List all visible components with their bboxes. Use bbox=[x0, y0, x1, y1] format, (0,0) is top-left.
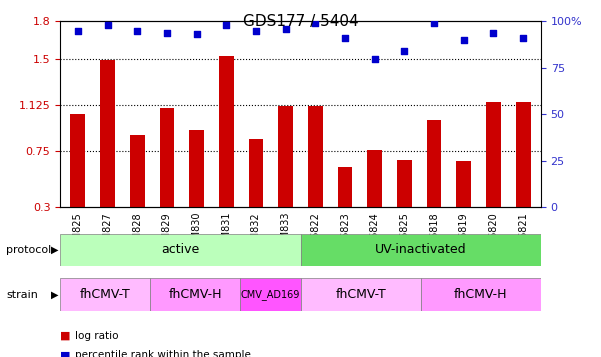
Point bbox=[311, 20, 320, 26]
Bar bbox=[100, 60, 115, 244]
Point bbox=[489, 30, 498, 35]
Bar bbox=[427, 120, 442, 244]
Point bbox=[518, 35, 528, 41]
Point bbox=[103, 22, 112, 28]
Text: percentile rank within the sample: percentile rank within the sample bbox=[75, 350, 251, 357]
Bar bbox=[159, 108, 174, 244]
Point bbox=[281, 26, 290, 32]
Point bbox=[132, 28, 142, 34]
Bar bbox=[338, 167, 352, 244]
Bar bbox=[219, 56, 234, 244]
Bar bbox=[249, 139, 263, 244]
Text: GDS177 / 5404: GDS177 / 5404 bbox=[243, 14, 358, 29]
Text: ▶: ▶ bbox=[51, 245, 58, 255]
Text: ■: ■ bbox=[60, 331, 70, 341]
Text: active: active bbox=[161, 243, 200, 256]
Bar bbox=[278, 106, 293, 244]
Text: ▶: ▶ bbox=[51, 290, 58, 300]
FancyBboxPatch shape bbox=[60, 234, 300, 266]
Text: UV-inactivated: UV-inactivated bbox=[375, 243, 466, 256]
Point bbox=[73, 28, 83, 34]
FancyBboxPatch shape bbox=[150, 278, 240, 311]
Bar bbox=[130, 135, 145, 244]
FancyBboxPatch shape bbox=[300, 234, 541, 266]
Text: fhCMV-T: fhCMV-T bbox=[80, 288, 130, 301]
Bar bbox=[516, 102, 531, 244]
Text: CMV_AD169: CMV_AD169 bbox=[241, 289, 300, 300]
Bar bbox=[367, 150, 382, 244]
Bar bbox=[70, 114, 85, 244]
Bar bbox=[189, 130, 204, 244]
Point bbox=[251, 28, 261, 34]
Text: ■: ■ bbox=[60, 350, 70, 357]
Point bbox=[192, 31, 201, 37]
Point bbox=[459, 37, 469, 43]
FancyBboxPatch shape bbox=[60, 278, 150, 311]
Bar bbox=[456, 161, 471, 244]
Bar bbox=[308, 106, 323, 244]
Bar bbox=[486, 102, 501, 244]
Bar bbox=[397, 160, 412, 244]
FancyBboxPatch shape bbox=[421, 278, 541, 311]
Text: protocol: protocol bbox=[6, 245, 51, 255]
Text: fhCMV-H: fhCMV-H bbox=[454, 288, 508, 301]
FancyBboxPatch shape bbox=[240, 278, 300, 311]
Text: fhCMV-T: fhCMV-T bbox=[335, 288, 386, 301]
Point bbox=[340, 35, 350, 41]
FancyBboxPatch shape bbox=[300, 278, 421, 311]
Text: fhCMV-H: fhCMV-H bbox=[168, 288, 222, 301]
Point bbox=[370, 56, 379, 61]
Text: log ratio: log ratio bbox=[75, 331, 118, 341]
Text: strain: strain bbox=[6, 290, 38, 300]
Point bbox=[162, 30, 172, 35]
Point bbox=[429, 20, 439, 26]
Point bbox=[222, 22, 231, 28]
Point bbox=[400, 48, 409, 54]
